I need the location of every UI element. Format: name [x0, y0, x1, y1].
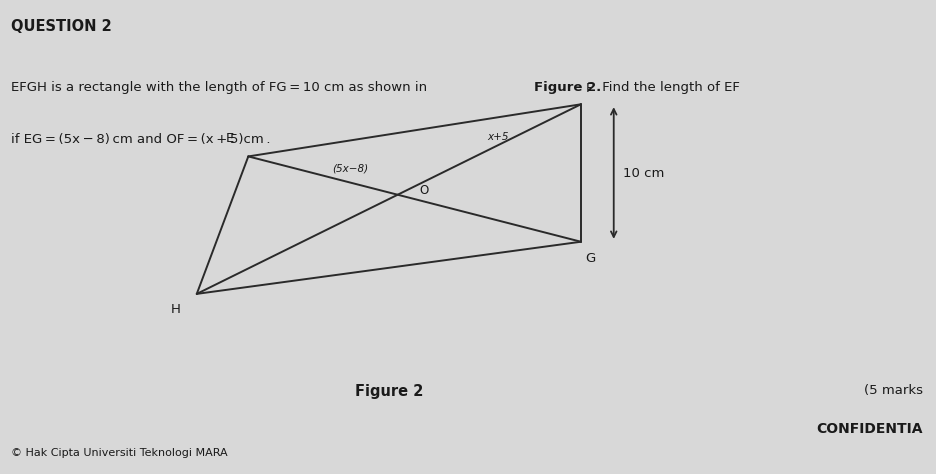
Text: (5x−8): (5x−8)	[332, 164, 368, 173]
Text: Figure 2: Figure 2	[355, 384, 422, 399]
Text: F: F	[585, 82, 592, 95]
Text: Figure 2.: Figure 2.	[534, 81, 601, 93]
Text: H: H	[170, 303, 181, 316]
Text: (5 marks: (5 marks	[863, 384, 922, 397]
Text: O: O	[418, 184, 428, 197]
Text: CONFIDENTIA: CONFIDENTIA	[815, 422, 922, 436]
Text: Find the length of EF: Find the length of EF	[597, 81, 739, 93]
Text: E: E	[226, 132, 234, 145]
Text: QUESTION 2: QUESTION 2	[11, 19, 112, 34]
Text: G: G	[585, 252, 595, 265]
Text: x+5: x+5	[487, 132, 508, 143]
Text: if EG = (5x − 8) cm and OF = (x + 5)cm .: if EG = (5x − 8) cm and OF = (x + 5)cm .	[11, 133, 271, 146]
Text: © Hak Cipta Universiti Teknologi MARA: © Hak Cipta Universiti Teknologi MARA	[11, 448, 227, 458]
Text: 10 cm: 10 cm	[622, 166, 664, 180]
Text: EFGH is a rectangle with the length of FG = 10 cm as shown in: EFGH is a rectangle with the length of F…	[11, 81, 431, 93]
